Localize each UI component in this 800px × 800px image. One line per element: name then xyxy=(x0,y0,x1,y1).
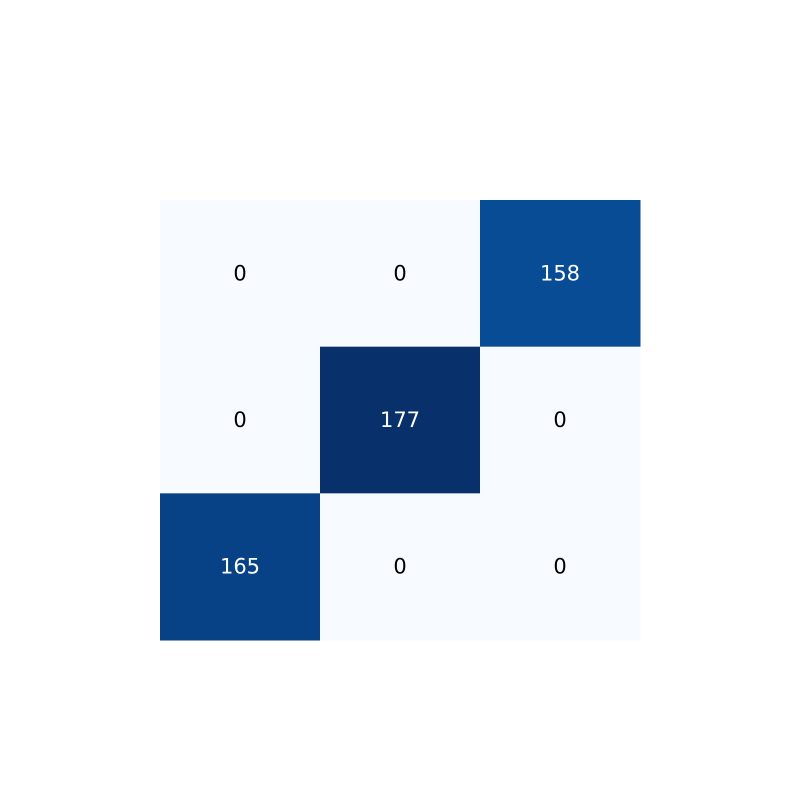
heatmap-cell-label-r2-c2: 0 xyxy=(553,555,566,579)
heatmap-cell-label-r1-c2: 0 xyxy=(553,408,566,432)
heatmap-cell-label-r1-c1: 177 xyxy=(380,408,420,432)
heatmap-cell-label-r0-c2: 158 xyxy=(540,261,580,285)
heatmap-cell-label-r1-c0: 0 xyxy=(233,408,246,432)
heatmap-cell-label-r2-c1: 0 xyxy=(393,555,406,579)
heatmap-cell-label-r0-c0: 0 xyxy=(233,261,246,285)
heatmap-cell-label-r0-c1: 0 xyxy=(393,261,406,285)
heatmap-cell-label-r2-c0: 165 xyxy=(220,555,260,579)
